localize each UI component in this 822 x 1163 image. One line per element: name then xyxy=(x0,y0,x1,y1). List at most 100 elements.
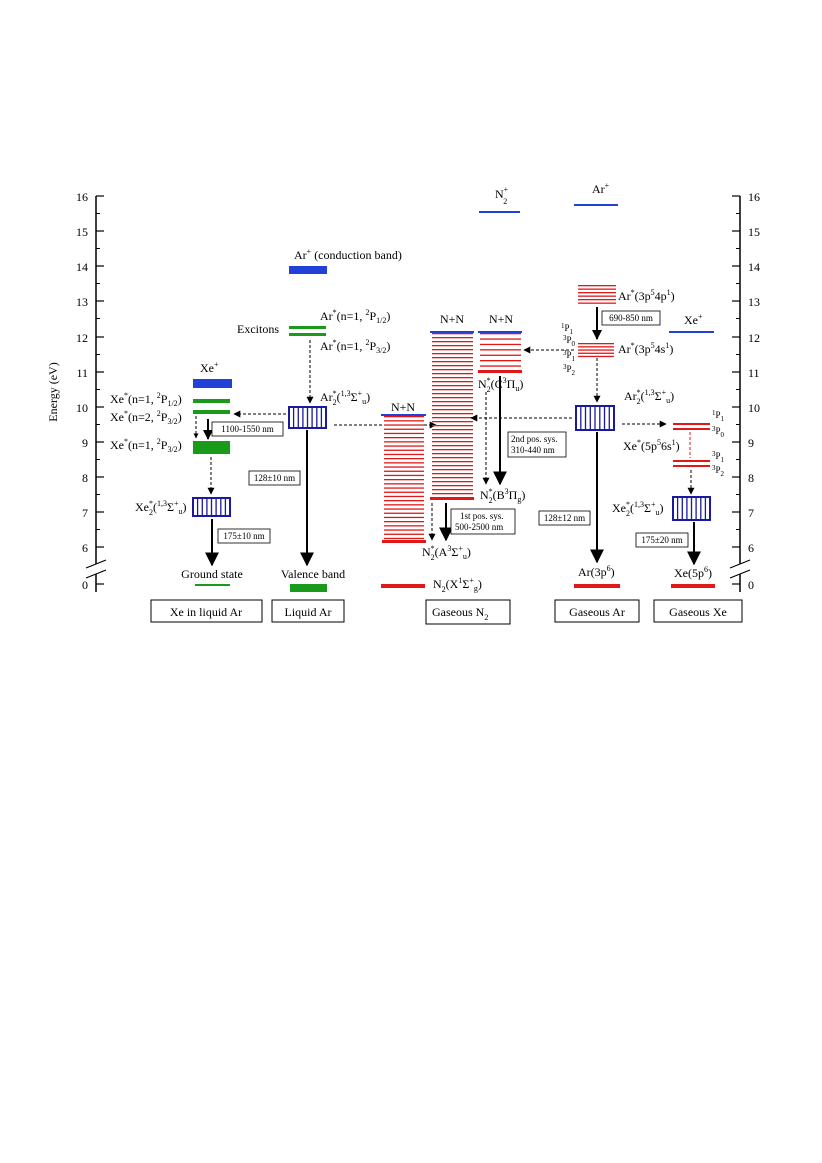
left-tick-label: 16 xyxy=(76,190,88,204)
vibrational-level xyxy=(578,292,616,294)
gas-xe-ground-label: Xe(5p6) xyxy=(674,565,712,580)
vibrational-level xyxy=(480,333,521,335)
ar-ir-box: 690-850 nm xyxy=(609,313,653,323)
vibrational-level xyxy=(432,377,473,379)
vibrational-level xyxy=(578,346,614,348)
vibrational-level xyxy=(384,495,424,498)
gas-xe-term-labels: 1P1 3P0 3P1 3P2 xyxy=(712,409,725,478)
ar-term-labels: 1P1 3P0 3P1 3P2 xyxy=(561,322,576,377)
vibrational-level xyxy=(384,504,424,506)
left-tick-label: 7 xyxy=(82,506,88,520)
vibrational-level xyxy=(432,449,473,451)
vibrational-level xyxy=(384,453,424,456)
left-tick-label: 9 xyxy=(82,436,88,450)
vibrational-level xyxy=(384,416,424,418)
left-tick-label: 11 xyxy=(76,366,88,380)
vibrational-level xyxy=(578,295,616,297)
axis-break-right xyxy=(729,559,751,579)
gas-xe-ground-level xyxy=(671,584,715,588)
vibrational-level xyxy=(432,369,473,371)
vibrational-level xyxy=(432,417,473,419)
gas-xe-uv-box: 175±20 nm xyxy=(641,535,682,545)
vibrational-level xyxy=(432,361,473,363)
right-tick-label: 9 xyxy=(748,436,754,450)
vibrational-level xyxy=(432,469,473,471)
vibrational-level xyxy=(432,473,473,475)
gaseous-xe-column: Xe+ 1P1 3P0 3P1 3P2 Xe*(5p56s1) Xe* 2(1,3… xyxy=(612,312,725,588)
n2-ion-label: N+ 2 xyxy=(495,185,509,206)
vibrational-level xyxy=(578,288,616,290)
n2-b-state-label: N* 2(B3Πg) xyxy=(480,487,525,505)
xe-ir-box: 1100-1550 nm xyxy=(221,424,273,434)
ar-ion-level xyxy=(574,204,618,206)
vibrational-level xyxy=(480,365,521,367)
liquid-ar-uv-box: 128±10 nm xyxy=(254,473,295,483)
n2-a-base-level xyxy=(382,540,426,543)
left-tick-label: 13 xyxy=(76,295,88,309)
vibrational-level xyxy=(432,333,473,335)
vibrational-level xyxy=(432,353,473,355)
vibrational-level xyxy=(578,355,614,358)
svg-text:3P2: 3P2 xyxy=(563,363,576,377)
n2-a-state-ladder xyxy=(382,416,426,543)
gas-xe-1p1-level xyxy=(673,423,710,425)
vibrational-level xyxy=(384,483,424,485)
vibrational-level xyxy=(432,457,473,459)
left-tick-label: 12 xyxy=(76,331,88,345)
vibrational-level xyxy=(432,409,473,411)
gas-xe-ion-level xyxy=(669,331,714,333)
vibrational-level xyxy=(384,525,424,527)
vibrational-level xyxy=(480,360,521,362)
gas-ar-ground-level xyxy=(574,584,620,588)
valence-band-label: Valence band xyxy=(281,567,345,581)
n2-second-pos-range: 310-440 nm xyxy=(511,445,555,455)
vibrational-level xyxy=(432,413,473,415)
vibrational-level xyxy=(384,441,424,443)
xe-ground-label: Ground state xyxy=(181,567,243,581)
vibrational-level xyxy=(480,354,521,356)
svg-text:Gaseous Ar: Gaseous Ar xyxy=(569,605,625,619)
liquid-ar-excimer-label: Ar* 2(1,3Σ+u) xyxy=(320,389,370,407)
nn-right-label: N+N xyxy=(489,312,513,326)
vibrational-level xyxy=(578,302,616,304)
right-tick-label: 14 xyxy=(748,260,760,274)
n2-c-state-ladder xyxy=(478,333,522,373)
vibrational-level xyxy=(432,421,473,423)
vibrational-level xyxy=(384,420,424,422)
vibrational-level xyxy=(432,345,473,347)
svg-text:3P0: 3P0 xyxy=(712,425,725,439)
vibrational-level xyxy=(384,529,424,531)
svg-text:Liquid Ar: Liquid Ar xyxy=(285,605,332,619)
vibrational-level xyxy=(480,343,521,346)
liquid-ar-column: Ar+ (conduction band) Excitons Ar*(n=1, … xyxy=(233,247,437,592)
vibrational-level xyxy=(578,343,614,345)
column-label-gaseous-n2: Gaseous N2 xyxy=(425,599,511,625)
vibrational-level xyxy=(432,337,473,339)
gaseous-ar-column: Ar+ Ar*(3p54p1) 690-850 nm Ar*(3p54s1) 1… xyxy=(470,181,675,588)
vibrational-level xyxy=(432,365,473,367)
gas-xe-6s-label: Xe*(5p56s1) xyxy=(623,438,680,453)
nn-mid-label: N+N xyxy=(440,312,464,326)
vibrational-level xyxy=(432,357,473,359)
vibrational-level xyxy=(432,493,473,495)
y-axis-label: Energy (eV) xyxy=(46,362,60,421)
right-tick-label: 7 xyxy=(748,506,754,520)
svg-text:3P0: 3P0 xyxy=(563,334,576,348)
vibrational-level xyxy=(432,389,473,391)
vibrational-level xyxy=(480,349,521,351)
vibrational-level xyxy=(432,397,473,399)
vibrational-level xyxy=(384,474,424,477)
vibrational-level xyxy=(432,485,473,487)
n2-first-pos-label: 1st pos. sys. xyxy=(460,511,504,521)
svg-text:3P2: 3P2 xyxy=(712,464,725,478)
gas-ar-excimer-label: Ar* 2(1,3Σ+u) xyxy=(624,388,674,406)
xe-n1-p32-level xyxy=(193,441,230,454)
n2-first-pos-range: 500-2500 nm xyxy=(455,522,503,532)
ar-4s-label: Ar*(3p54s1) xyxy=(618,341,673,356)
vibrational-level xyxy=(384,449,424,451)
excitons-label: Excitons xyxy=(237,322,279,336)
vibrational-level xyxy=(384,437,424,439)
xe-n1-p12-label: Xe*(n=1, 2P1/2) xyxy=(110,391,182,408)
nn-right-level xyxy=(478,331,522,333)
axis-break-left xyxy=(85,559,107,579)
